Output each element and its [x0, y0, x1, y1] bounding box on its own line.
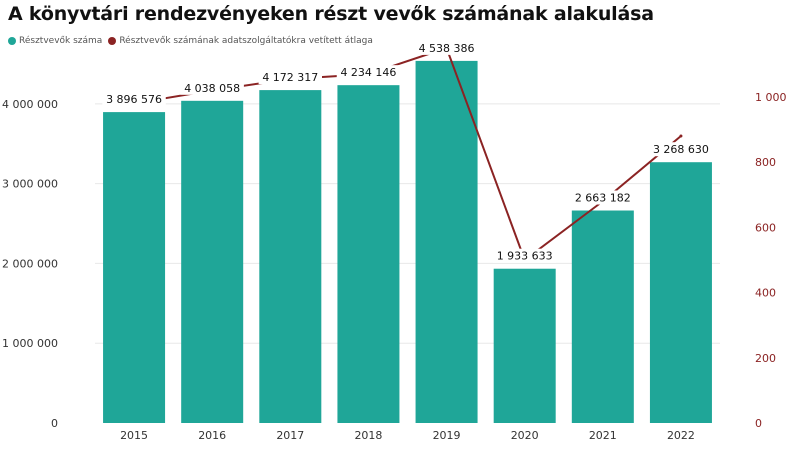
y-right-tick-label: 800 — [755, 156, 776, 169]
data-label: 4 172 317 — [262, 71, 318, 84]
data-label-backing — [180, 80, 244, 95]
y-left-tick-label: 1 000 000 — [2, 337, 58, 350]
bar — [103, 112, 166, 424]
x-tick-label: 2019 — [433, 429, 461, 442]
data-label: 2 663 182 — [575, 192, 631, 205]
data-label: 3 268 630 — [653, 143, 709, 156]
line-point — [679, 134, 683, 138]
x-tick-label: 2015 — [120, 429, 148, 442]
data-label: 4 538 386 — [419, 42, 475, 55]
data-labels: 3 896 576 4 038 058 4 172 317 4 234 146 4 53… — [102, 40, 713, 263]
data-label: 4 038 058 — [184, 82, 240, 95]
x-tick-label: 2016 — [198, 429, 226, 442]
y-left-tick-label: 3 000 000 — [2, 178, 58, 191]
data-label-backing — [492, 248, 557, 263]
bar-series — [103, 60, 712, 424]
legend: Résztvevők száma Résztvevők számának ada… — [8, 36, 379, 46]
data-label: 4 234 146 — [340, 66, 396, 79]
bar — [493, 268, 556, 423]
legend-label-line-series: Résztvevők számának adatszolgáltatókra v… — [119, 36, 373, 46]
bar — [571, 210, 634, 423]
y-right-tick-label: 0 — [755, 417, 762, 430]
y-left-tick-label: 0 — [51, 417, 58, 430]
bar — [415, 60, 478, 423]
y-axis-left: 0 1 000 000 2 000 000 3 000 000 4 000 000 — [2, 98, 58, 430]
x-tick-label: 2022 — [667, 429, 695, 442]
bar — [649, 162, 712, 423]
bar — [337, 85, 400, 424]
y-left-tick-label: 4 000 000 — [2, 98, 58, 111]
x-axis: 2015 2016 2017 2018 2019 2020 2021 2022 — [120, 429, 695, 442]
x-tick-label: 2018 — [354, 429, 382, 442]
data-label-backing — [571, 190, 635, 205]
data-label: 1 933 633 — [497, 250, 553, 263]
bar — [181, 100, 244, 424]
y-right-tick-label: 1 000 — [755, 91, 787, 104]
data-label: 3 896 576 — [106, 93, 162, 106]
data-label-backing — [336, 65, 401, 80]
data-label-backing — [414, 40, 479, 55]
x-tick-label: 2017 — [276, 429, 304, 442]
legend-swatch-bar-series — [8, 37, 16, 45]
data-label-backing — [102, 92, 166, 107]
y-right-tick-label: 400 — [755, 287, 776, 300]
x-tick-label: 2020 — [511, 429, 539, 442]
chart-title: A könyvtári rendezvényeken részt vevők s… — [8, 3, 654, 25]
data-label-backing — [649, 142, 713, 157]
legend-label-bar-series: Résztvevők száma — [19, 36, 103, 46]
legend-item-bar-series[interactable]: Résztvevők száma — [8, 36, 102, 46]
y-right-tick-label: 200 — [755, 352, 776, 365]
legend-item-line-series[interactable]: Résztvevők számának adatszolgáltatókra v… — [108, 36, 373, 46]
y-right-tick-label: 600 — [755, 221, 776, 234]
bar — [259, 90, 322, 424]
legend-swatch-line-series — [108, 37, 117, 45]
y-left-tick-label: 2 000 000 — [2, 257, 58, 270]
x-tick-label: 2021 — [589, 429, 617, 442]
data-label-backing — [258, 70, 323, 85]
y-axis-right: 0 200 400 600 800 1 000 — [755, 91, 787, 430]
